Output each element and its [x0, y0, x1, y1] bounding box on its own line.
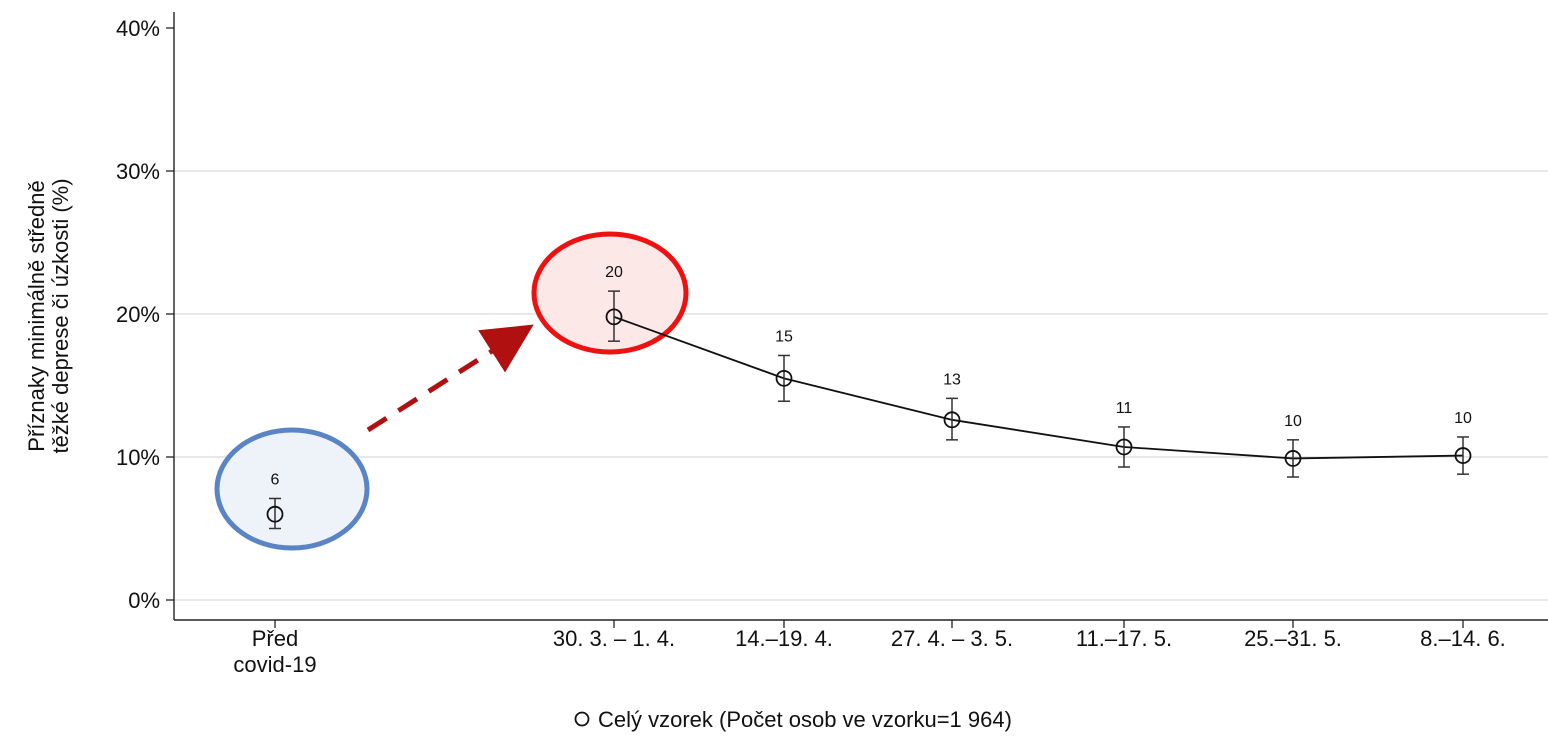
highlight-ellipse-pre-covid	[214, 427, 370, 551]
legend-marker	[574, 711, 590, 727]
data-point	[1115, 438, 1133, 456]
y-tick-label: 0%	[128, 588, 160, 613]
y-axis-title-line: Příznaky minimálně středně	[24, 180, 49, 451]
highlight-ellipse-peak	[531, 231, 689, 355]
x-tick-label-line: Před	[252, 626, 298, 651]
data-label: 20	[605, 264, 623, 281]
legend: Celý vzorek (Počet osob ve vzorku=1 964)	[574, 707, 1012, 732]
data-label: 10	[1284, 413, 1302, 430]
annotation-arrow	[366, 324, 534, 433]
data-label: 15	[775, 328, 793, 345]
x-tick-label: 27. 4. – 3. 5.	[891, 626, 1013, 651]
x-tick-label-line: 25.–31. 5.	[1244, 626, 1342, 651]
x-tick-labels: Před covid-19 30. 3. – 1. 4. 14.–19. 4. 27. …	[233, 626, 1505, 677]
annotation-highlights	[214, 231, 689, 551]
x-tick-label-line: 14.–19. 4.	[735, 626, 833, 651]
x-tick-label: 11.–17. 5.	[1076, 626, 1172, 651]
data-point	[775, 369, 793, 387]
x-tick-label-line: 27. 4. – 3. 5.	[891, 626, 1013, 651]
x-tick-label-line: covid-19	[233, 652, 316, 677]
x-tick-label: 8.–14. 6.	[1420, 626, 1506, 651]
legend-text: Celý vzorek (Počet osob ve vzorku=1 964)	[598, 707, 1012, 732]
y-tick-label: 20%	[116, 302, 160, 327]
x-tick-label-line: 8.–14. 6.	[1420, 626, 1506, 651]
y-axis-title: Příznaky minimálně střednětěžké deprese …	[24, 178, 73, 453]
x-tick-label: 14.–19. 4.	[735, 626, 833, 651]
series-line	[613, 316, 1464, 460]
dashed-arrow	[366, 324, 534, 433]
y-tick-labels: 0% 10% 20% 30% 40%	[116, 16, 160, 613]
x-tick-label: Před covid-19	[233, 626, 316, 677]
data-label: 11	[1116, 400, 1133, 417]
gridlines	[174, 170, 1548, 601]
data-label: 13	[943, 371, 961, 388]
data-label: 10	[1454, 410, 1472, 427]
data-label: 6	[271, 471, 280, 488]
y-axis-title-line: těžké deprese či úzkosti (%)	[48, 178, 73, 453]
x-tick-label: 25.–31. 5.	[1244, 626, 1342, 651]
x-tick-label: 30. 3. – 1. 4.	[553, 626, 675, 651]
y-axis-label: Příznaky minimálně střednětěžké deprese …	[24, 178, 73, 453]
data-point	[266, 505, 284, 523]
axes	[166, 12, 1548, 628]
data-point	[605, 308, 623, 326]
y-tick-label: 10%	[116, 445, 160, 470]
y-tick-label: 30%	[116, 159, 160, 184]
y-tick-label: 40%	[116, 16, 160, 41]
series-marks: 6 20 15 13 11 10 10	[266, 264, 1472, 530]
data-point	[1454, 447, 1472, 464]
data-point	[1284, 450, 1302, 467]
data-point	[943, 411, 961, 429]
x-tick-label-line: 30. 3. – 1. 4.	[553, 626, 675, 651]
x-tick-label-line: 11.–17. 5.	[1076, 626, 1172, 651]
